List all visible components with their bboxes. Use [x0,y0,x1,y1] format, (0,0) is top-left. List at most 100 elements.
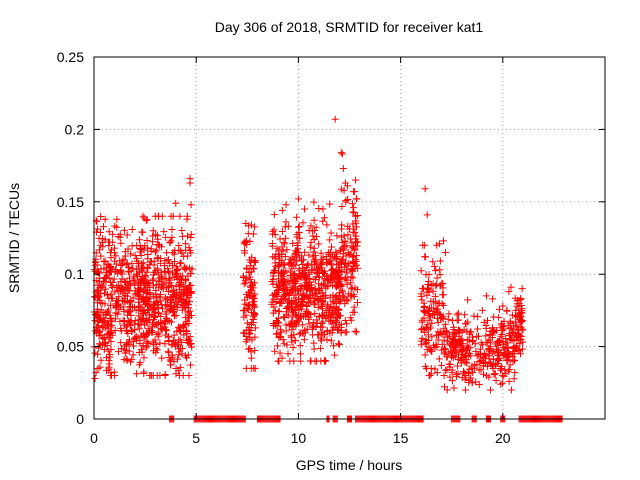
data-point [457,343,465,351]
data-point [349,263,357,271]
data-point [187,249,195,257]
data-point [160,228,168,236]
data-point [122,261,130,269]
data-point [123,323,131,331]
data-point [445,350,453,358]
data-point [326,236,334,244]
data-point [96,363,104,371]
data-point [123,231,131,239]
data-point [121,291,129,299]
data-point [309,266,317,274]
data-point [347,279,355,287]
data-point [495,305,503,313]
data-point [186,288,194,296]
data-point [338,268,346,276]
data-point [428,347,436,355]
data-point [247,221,255,229]
data-point [421,351,429,359]
x-tick-label: 0 [90,430,98,446]
data-point [482,332,490,340]
data-point [162,301,170,309]
data-point [353,211,361,219]
data-point [186,297,194,305]
data-point [335,295,343,303]
data-point [453,311,461,319]
data-point [433,281,441,289]
data-point [185,319,193,327]
data-point [319,297,327,305]
data-point [310,198,318,206]
data-point [134,280,142,288]
data-point [287,333,295,341]
data-point [149,227,157,235]
data-point [144,301,152,309]
data-point [168,233,176,241]
data-point [516,312,524,320]
data-point [512,342,520,350]
data-point [178,226,186,234]
plot-frame [93,56,606,420]
data-point [323,336,331,344]
data-point [284,276,292,284]
data-point [148,277,156,285]
data-point [340,242,348,250]
data-point [94,225,102,233]
data-point [140,368,148,376]
data-point [418,325,426,333]
data-point [507,283,515,291]
data-point [309,319,317,327]
data-point [117,278,125,286]
data-point [328,320,336,328]
data-point [445,360,453,368]
data-point [157,319,165,327]
data-point [125,339,133,347]
data-point [338,286,346,294]
data-point [311,261,319,269]
data-point [498,371,506,379]
data-point [326,251,334,259]
data-point [313,319,321,327]
data-point [465,336,473,344]
axis-ticks [93,56,605,420]
data-point [123,355,131,363]
data-point [173,304,181,312]
data-point [276,333,284,341]
data-point [273,330,281,338]
data-point [109,230,117,238]
data-point [101,257,109,265]
data-point [500,352,508,360]
data-point [187,230,195,238]
data-point [239,273,247,281]
data-point [288,254,296,262]
data-point [332,300,340,308]
data-point [340,263,348,271]
data-point [100,223,108,231]
data-point [434,328,442,336]
data-point [282,327,290,335]
data-point [96,246,104,254]
data-point [181,263,189,271]
data-point [166,238,174,246]
data-point [271,254,279,262]
data-point [468,338,476,346]
data-point [298,252,306,260]
data-point [126,303,134,311]
data-point [458,374,466,382]
data-point [175,327,183,335]
data-point [104,291,112,299]
data-point [429,258,437,266]
data-point [106,301,114,309]
data-point [162,233,170,241]
data-point [278,206,286,214]
data-point [494,338,502,346]
data-point [125,347,133,355]
data-point [136,236,144,244]
data-point [282,295,290,303]
data-point [108,294,116,302]
data-point [495,313,503,321]
data-point [246,282,254,290]
data-point [241,247,249,255]
data-point [327,279,335,287]
data-point [349,208,357,216]
